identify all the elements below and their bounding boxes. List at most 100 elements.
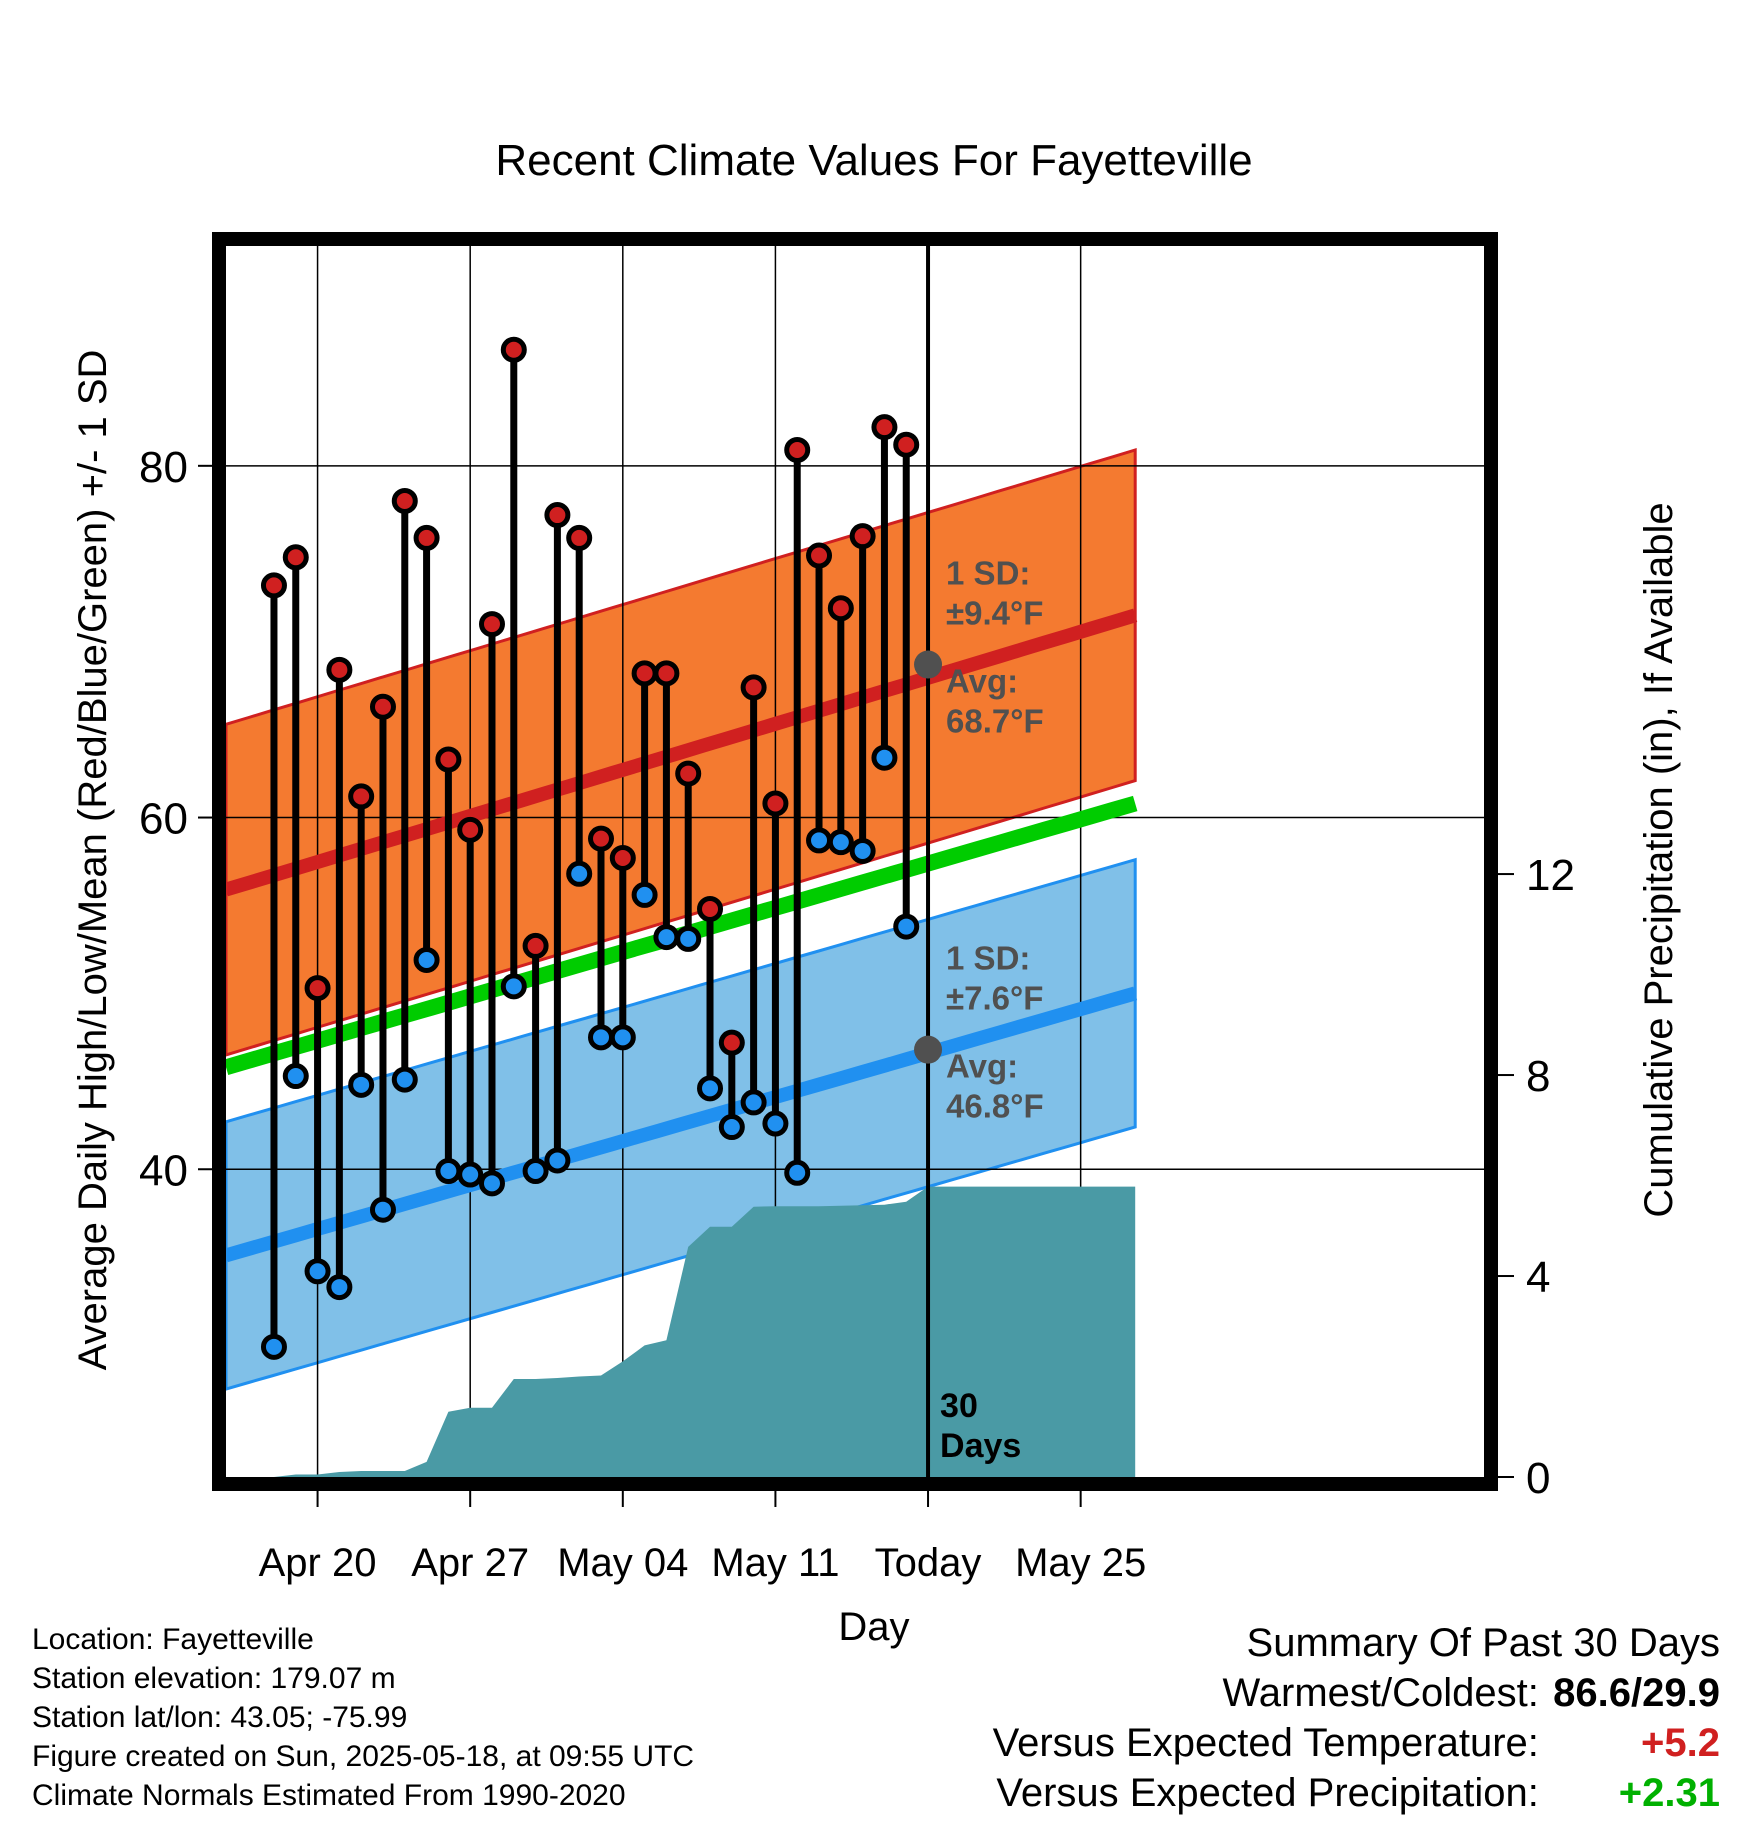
daily-low-point xyxy=(282,1063,309,1090)
y2-axis-label: Cumulative Precipitation (in), If Availa… xyxy=(1637,502,1681,1217)
daily-low-point xyxy=(631,881,658,908)
today-days-word: Days xyxy=(940,1427,1021,1465)
y2-tick-label: 12 xyxy=(1526,851,1575,900)
y-tick-label: 40 xyxy=(139,1146,188,1195)
low-avg-label: Avg: xyxy=(946,1048,1018,1085)
daily-high-point xyxy=(457,816,484,843)
daily-low-point xyxy=(893,913,920,940)
x-tick-label: May 04 xyxy=(557,1541,688,1585)
y-axis-label: Average Daily High/Low/Mean (Red/Blue/Gr… xyxy=(71,350,115,1371)
daily-low-point xyxy=(609,1024,636,1051)
daily-low-point xyxy=(849,837,876,864)
daily-low-point xyxy=(348,1071,375,1098)
daily-low-point xyxy=(326,1274,353,1301)
x-tick-label: Apr 20 xyxy=(259,1541,377,1585)
daily-high-point xyxy=(893,431,920,458)
summary-panel: Summary Of Past 30 Days Warmest/Coldest:… xyxy=(993,1618,1720,1818)
daily-low-point xyxy=(260,1333,287,1360)
daily-high-point xyxy=(762,790,789,817)
temp-label: Versus Expected Temperature: xyxy=(992,1721,1539,1765)
daily-low-point xyxy=(566,860,593,887)
daily-high-point xyxy=(282,544,309,571)
daily-high-point xyxy=(827,595,854,622)
high-avg-value: 68.7°F xyxy=(946,703,1044,740)
daily-low-point xyxy=(457,1161,484,1188)
low-sd-label: 1 SD: xyxy=(946,940,1030,977)
daily-low-point xyxy=(304,1258,331,1285)
daily-high-point xyxy=(304,975,331,1002)
daily-high-point xyxy=(849,523,876,550)
today-days-number: 30 xyxy=(940,1387,978,1425)
daily-range-bars xyxy=(260,336,920,1360)
daily-high-point xyxy=(675,760,702,787)
daily-high-point xyxy=(653,660,680,687)
daily-high-point xyxy=(348,783,375,810)
elevation-text: Station elevation: 179.07 m xyxy=(32,1662,396,1695)
daily-low-point xyxy=(588,1024,615,1051)
daily-low-point xyxy=(544,1147,571,1174)
warm-cold-label: Warmest/Coldest: xyxy=(1222,1671,1539,1715)
daily-low-point xyxy=(827,829,854,856)
daily-low-point xyxy=(675,925,702,952)
daily-high-point xyxy=(566,524,593,551)
daily-low-point xyxy=(653,924,680,951)
y2-tick-label: 4 xyxy=(1526,1253,1550,1302)
daily-low-point xyxy=(806,827,833,854)
daily-low-point xyxy=(369,1196,396,1223)
x-axis-label: Day xyxy=(838,1605,909,1649)
x-tick-label: May 25 xyxy=(1015,1541,1146,1585)
daily-high-point xyxy=(413,524,440,551)
daily-high-point xyxy=(500,336,527,363)
daily-high-point xyxy=(718,1029,745,1056)
daily-low-point xyxy=(500,973,527,1000)
warmest-value: 86.6 xyxy=(1553,1671,1632,1715)
y2-tick-label: 8 xyxy=(1526,1052,1550,1101)
warm-cold-row: Warmest/Coldest: 86.6/29.9 xyxy=(993,1668,1721,1718)
precip-label: Versus Expected Precipitation: xyxy=(996,1771,1539,1815)
daily-low-point xyxy=(522,1158,549,1185)
y2-tick-label: 0 xyxy=(1526,1454,1550,1503)
daily-low-point xyxy=(391,1066,418,1093)
precip-area xyxy=(274,1186,1136,1477)
temp-value: +5.2 xyxy=(1641,1721,1720,1765)
low-sd-value: ±7.6°F xyxy=(946,980,1043,1017)
daily-high-point xyxy=(806,542,833,569)
precip-row: Versus Expected Precipitation: +2.31 xyxy=(993,1768,1720,1818)
plot-area xyxy=(226,246,1484,1477)
normals-text: Climate Normals Estimated From 1990-2020 xyxy=(32,1779,626,1812)
daily-high-point xyxy=(740,674,767,701)
coldest-value: 29.9 xyxy=(1642,1671,1720,1715)
daily-high-point xyxy=(609,844,636,871)
today-low-avg-marker xyxy=(914,1035,943,1064)
plot-frame xyxy=(212,232,1498,1491)
daily-low-point xyxy=(784,1159,811,1186)
normal-high-line xyxy=(226,608,1138,897)
warm-cold-value: 86.6/29.9 xyxy=(1553,1671,1720,1715)
precip-value: +2.31 xyxy=(1618,1771,1720,1815)
created-text: Figure created on Sun, 2025-05-18, at 09… xyxy=(32,1740,695,1773)
high-avg-label: Avg: xyxy=(946,663,1018,700)
high-sd-value: ±9.4°F xyxy=(946,595,1043,632)
daily-high-point xyxy=(784,436,811,463)
daily-high-point xyxy=(369,693,396,720)
axis-ticks xyxy=(198,464,1514,1507)
high-sd-label: 1 SD: xyxy=(946,555,1030,592)
daily-low-point xyxy=(413,946,440,973)
x-tick-label: May 11 xyxy=(711,1541,839,1585)
daily-high-point xyxy=(391,487,418,514)
daily-low-point xyxy=(718,1114,745,1141)
low-avg-value: 46.8°F xyxy=(946,1088,1044,1125)
daily-high-point xyxy=(871,414,898,441)
daily-low-point xyxy=(697,1075,724,1102)
y-tick-label: 80 xyxy=(139,443,188,492)
temp-row: Versus Expected Temperature: +5.2 xyxy=(993,1718,1720,1768)
daily-high-point xyxy=(697,895,724,922)
daily-high-point xyxy=(522,932,549,959)
daily-low-point xyxy=(478,1170,505,1197)
daily-high-point xyxy=(435,746,462,773)
daily-high-point xyxy=(588,825,615,852)
daily-high-point xyxy=(478,611,505,638)
y-tick-label: 60 xyxy=(139,795,188,844)
daily-high-point xyxy=(326,656,353,683)
